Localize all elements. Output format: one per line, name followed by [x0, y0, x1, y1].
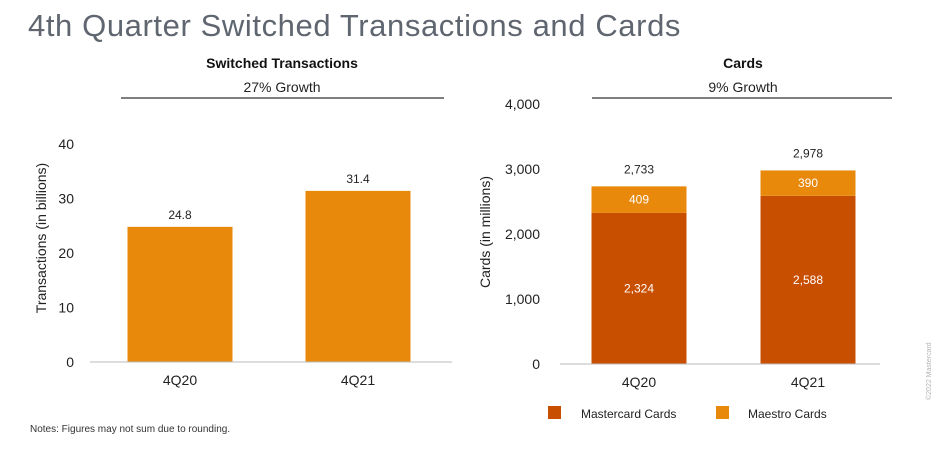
bar-value-label: 31.4 — [346, 172, 370, 186]
mastercard-value-label: 2,324 — [624, 281, 654, 295]
mastercard-bar-4q20 — [591, 212, 687, 364]
chart-title: Switched Transactions — [206, 55, 358, 71]
y-tick-label: 30 — [58, 191, 74, 207]
total-value-label: 2,733 — [624, 162, 654, 176]
copyright-text: ©2022 Mastercard — [926, 342, 933, 400]
y-axis-label: Cards (in millions) — [477, 176, 493, 288]
x-tick-label: 4Q21 — [791, 374, 825, 390]
maestro-value-label: 409 — [629, 193, 649, 207]
y-tick-label: 1,000 — [505, 291, 540, 307]
y-tick-label: 0 — [532, 356, 540, 372]
maestro-bar-4q20 — [591, 186, 687, 213]
y-tick-label: 2,000 — [505, 226, 540, 242]
bar-4q21 — [305, 190, 411, 362]
y-tick-label: 40 — [58, 136, 74, 152]
legend-label-maestro: Maestro Cards — [748, 407, 827, 421]
bar-4q20 — [127, 226, 233, 362]
legend-swatch-mastercard — [548, 406, 561, 419]
page-title: 4th Quarter Switched Transactions and Ca… — [28, 8, 682, 43]
x-tick-label: 4Q21 — [341, 372, 375, 388]
y-tick-label: 20 — [58, 245, 74, 261]
mastercard-bar-4q21 — [760, 195, 856, 364]
legend-swatch-maestro — [716, 406, 729, 419]
growth-label: 9% Growth — [708, 79, 777, 95]
footnote: Notes: Figures may not sum due to roundi… — [30, 424, 231, 435]
maestro-bar-4q21 — [760, 170, 856, 196]
x-tick-label: 4Q20 — [163, 372, 197, 388]
transactions-chart: Switched Transactions 27% Growth 0 10 20 30 40… — [33, 55, 452, 388]
cards-chart: Cards 9% Growth 0 1,000 2,000 3,000 4,000 Cards… — [477, 55, 892, 421]
y-axis-label: Transactions (in billions) — [33, 163, 49, 313]
y-tick-label: 3,000 — [505, 161, 540, 177]
y-tick-label: 4,000 — [505, 96, 540, 112]
bar-value-label: 24.8 — [168, 208, 192, 222]
y-tick-label: 10 — [58, 300, 74, 316]
growth-label: 27% Growth — [243, 79, 320, 95]
mastercard-value-label: 2,588 — [793, 273, 823, 287]
y-tick-label: 0 — [66, 354, 74, 370]
total-value-label: 2,978 — [793, 146, 823, 160]
legend-label-mastercard: Mastercard Cards — [581, 407, 676, 421]
maestro-value-label: 390 — [798, 176, 818, 190]
chart-title: Cards — [723, 55, 763, 71]
x-tick-label: 4Q20 — [622, 374, 656, 390]
